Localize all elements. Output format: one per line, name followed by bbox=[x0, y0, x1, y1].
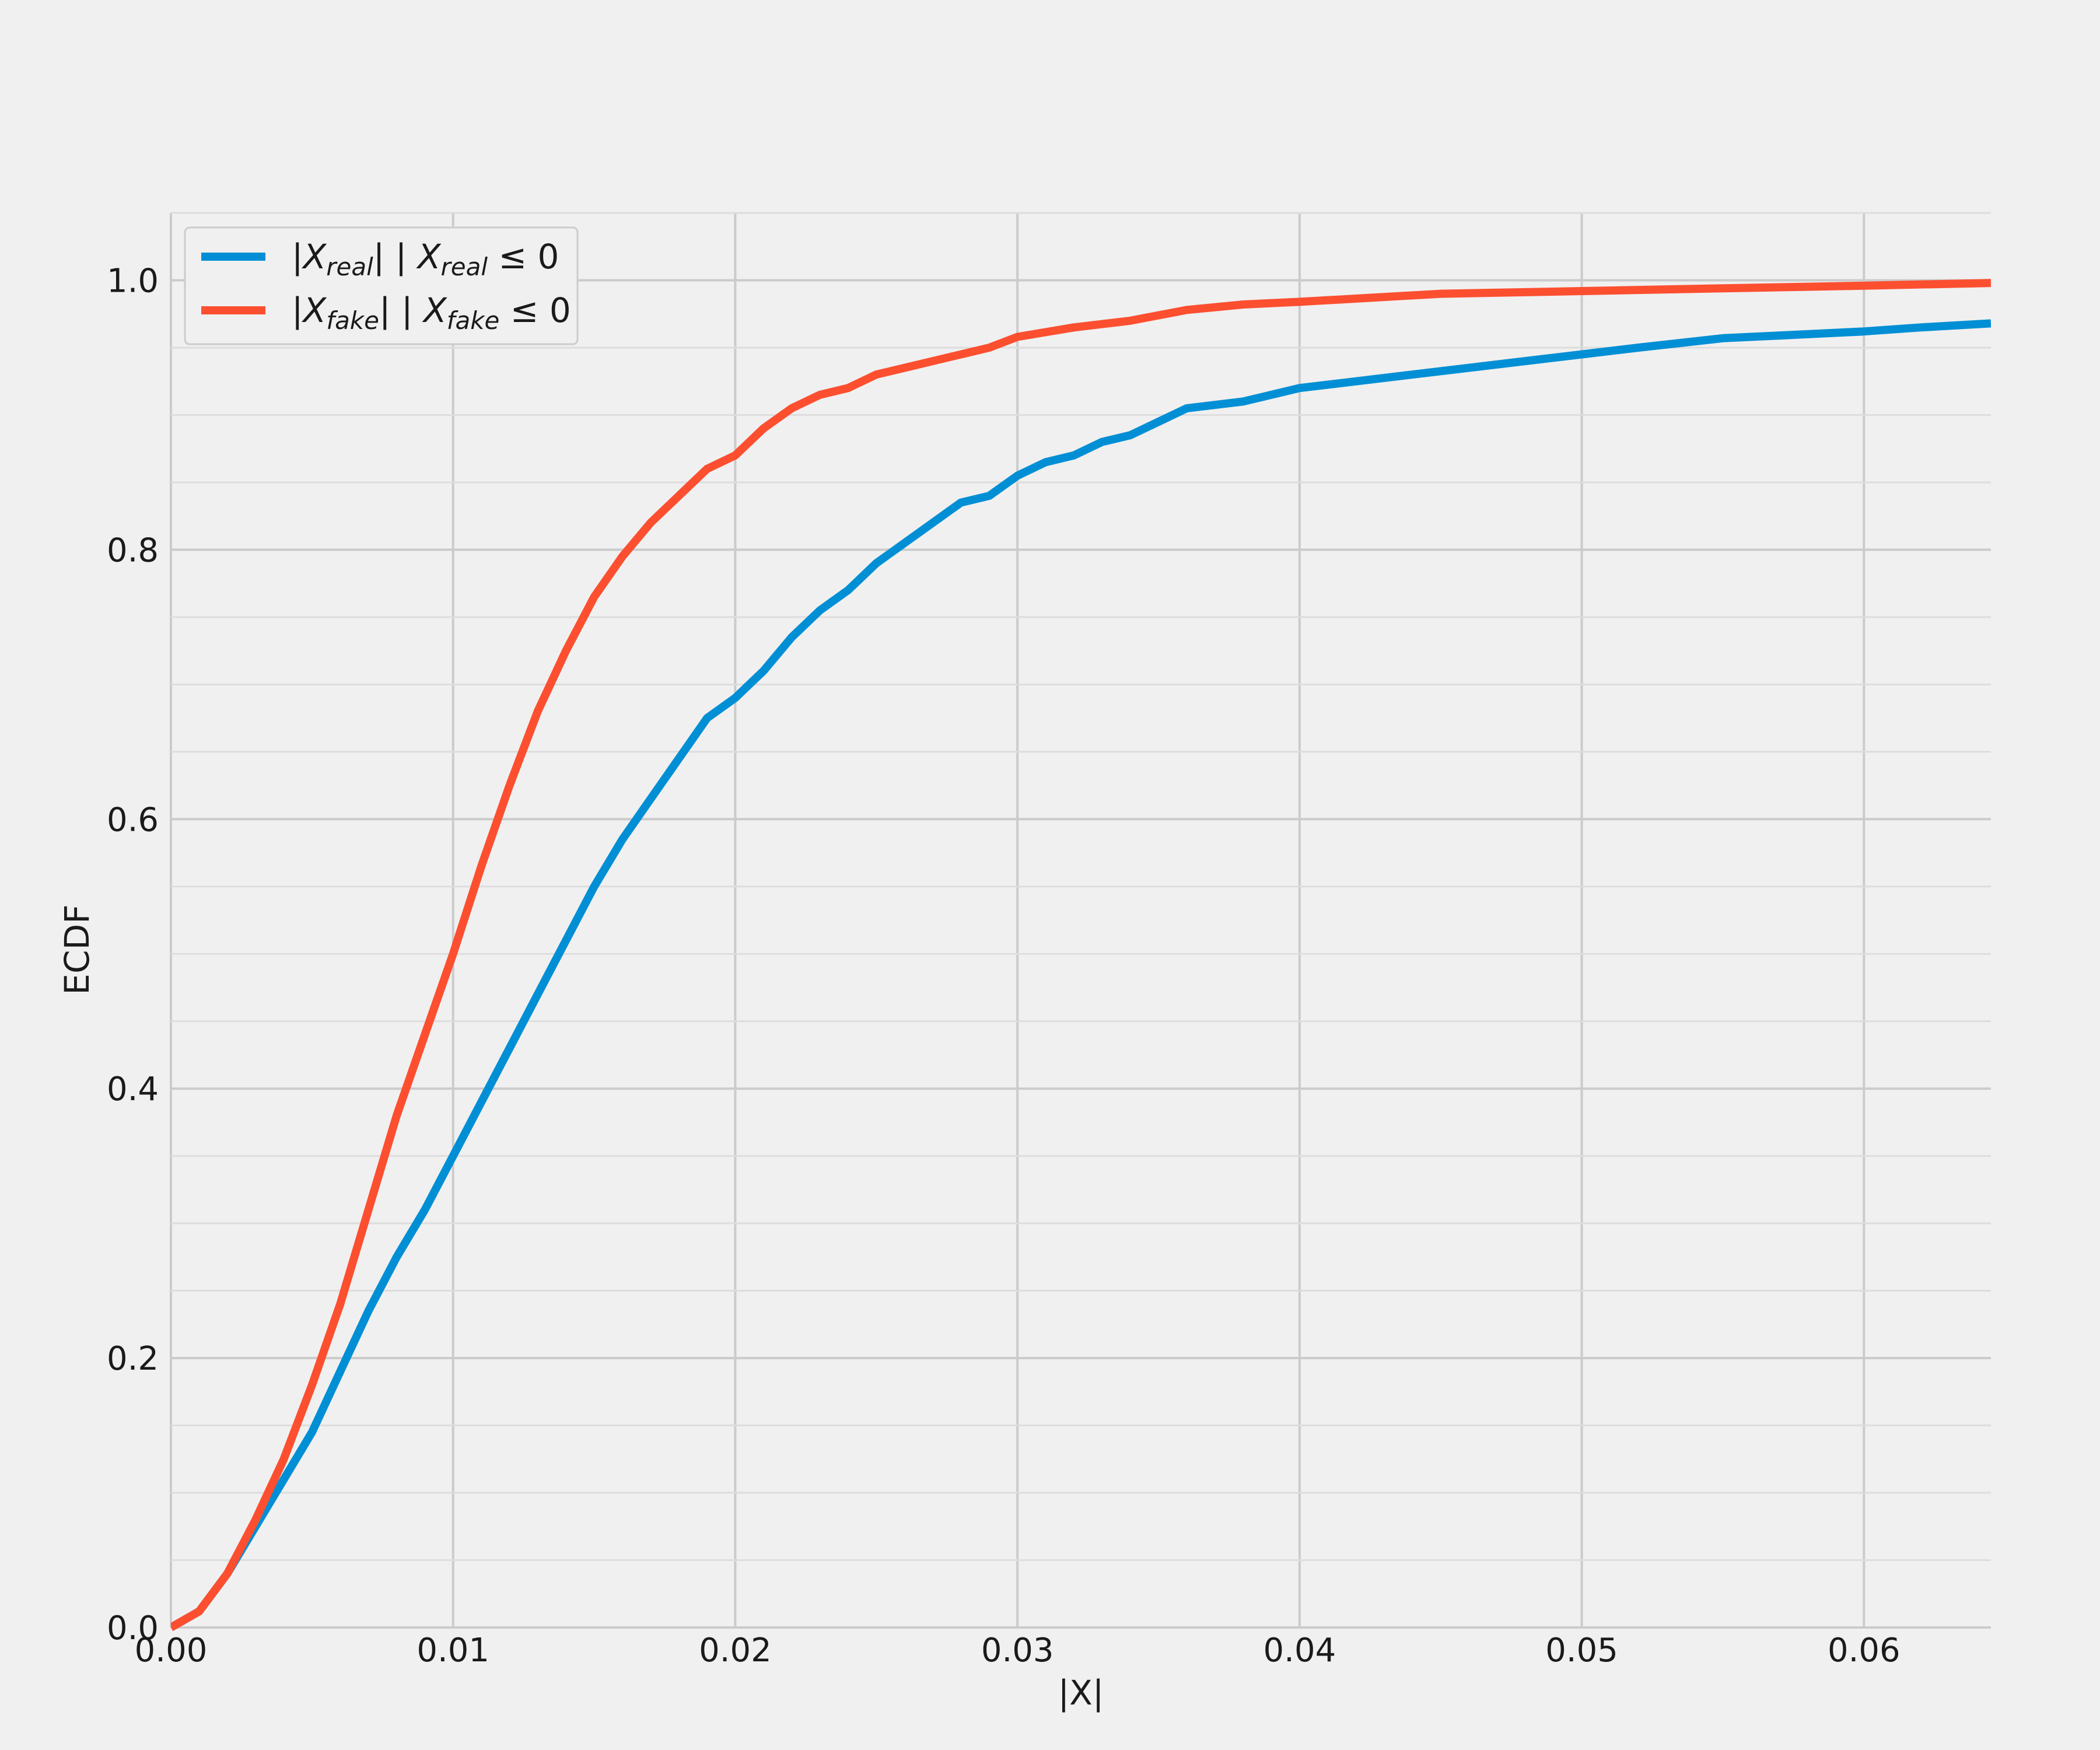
legend: |Xreal| | Xreal ≤ 0 |Xfake| | Xfake ≤ 0 bbox=[184, 226, 579, 345]
x-tick-label-3: 0.03 bbox=[981, 1632, 1054, 1670]
legend-box bbox=[184, 226, 579, 345]
y-tick-label-4: 0.8 bbox=[107, 531, 159, 569]
series-line-1 bbox=[171, 279, 1991, 1632]
legend-label-1: |Xfake| | Xfake ≤ 0 bbox=[292, 290, 571, 335]
legend-label-0: |Xreal| | Xreal ≤ 0 bbox=[292, 237, 559, 281]
x-tick-label-2: 0.02 bbox=[699, 1632, 772, 1670]
x-tick-label-4: 0.04 bbox=[1264, 1632, 1336, 1670]
series-line-0 bbox=[171, 319, 1991, 1632]
x-tick-label-6: 0.06 bbox=[1828, 1632, 1901, 1670]
x-tick-label-1: 0.01 bbox=[416, 1632, 489, 1670]
x-tick-label-5: 0.05 bbox=[1545, 1632, 1618, 1670]
y-tick-label-2: 0.4 bbox=[107, 1070, 159, 1108]
y-tick-label-5: 1.0 bbox=[107, 262, 159, 300]
y-axis-title: ECDF bbox=[57, 904, 97, 995]
series-layer bbox=[171, 279, 1991, 1632]
y-tick-label-1: 0.2 bbox=[107, 1340, 159, 1378]
x-tick-label-0: 0.00 bbox=[135, 1632, 208, 1670]
y-tick-label-0: 0.0 bbox=[107, 1609, 159, 1647]
x-axis-title: |X| bbox=[1058, 1673, 1104, 1713]
grid-lines bbox=[170, 212, 1991, 1629]
tick-labels: 0.00 0.01 0.02 0.03 0.04 0.05 0.06 0.0 0.2 0.4 0.6… bbox=[107, 262, 1901, 1670]
y-tick-label-3: 0.6 bbox=[107, 801, 159, 839]
